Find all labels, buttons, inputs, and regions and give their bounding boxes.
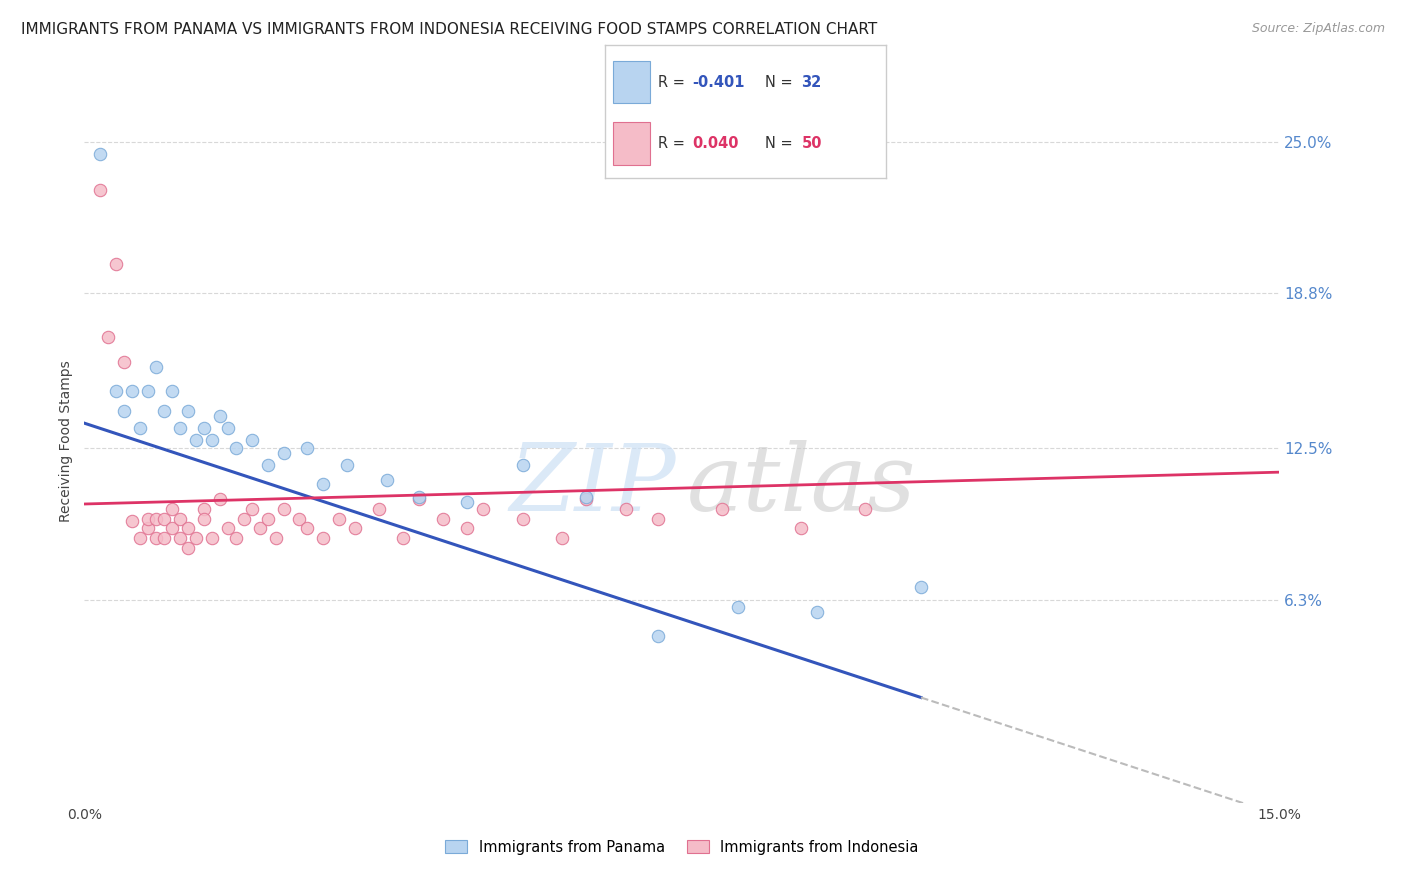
Point (145, 511, 167, 525)
Text: 50: 50 (801, 136, 823, 151)
Text: Source: ZipAtlas.com: Source: ZipAtlas.com (1251, 22, 1385, 36)
Point (136, 521, 159, 535)
Y-axis label: Receiving Food Stamps: Receiving Food Stamps (59, 360, 73, 523)
Point (169, 421, 191, 435)
Point (790, 521, 813, 535)
Point (225, 531, 247, 545)
Point (201, 531, 224, 545)
Point (408, 492, 430, 507)
Point (328, 511, 350, 525)
Point (512, 458, 534, 472)
Legend: Immigrants from Panama, Immigrants from Indonesia: Immigrants from Panama, Immigrants from … (439, 834, 925, 861)
Point (145, 531, 167, 545)
Bar (613, 122, 650, 165)
Point (288, 511, 311, 525)
Point (193, 421, 215, 435)
Point (112, 404, 135, 418)
Text: 32: 32 (801, 75, 821, 89)
Point (160, 384, 183, 399)
Point (375, 473, 398, 487)
Point (105, 384, 128, 399)
Text: N =: N = (765, 136, 797, 151)
Point (184, 531, 207, 545)
Point (193, 511, 215, 525)
Point (145, 359, 167, 374)
Point (225, 441, 247, 455)
Point (177, 404, 200, 418)
Point (232, 511, 254, 525)
Point (408, 490, 430, 504)
Point (201, 434, 224, 448)
Point (512, 511, 534, 525)
Point (89, 184, 111, 198)
Point (575, 490, 598, 504)
Point (160, 521, 183, 535)
Point (710, 502, 733, 516)
Point (184, 434, 207, 448)
Point (136, 511, 159, 525)
Point (112, 355, 135, 369)
Point (344, 521, 367, 535)
Point (273, 502, 295, 516)
Point (240, 434, 263, 448)
Point (312, 477, 335, 491)
Point (647, 629, 669, 643)
Text: atlas: atlas (686, 440, 917, 530)
Point (256, 458, 278, 472)
Point (249, 521, 271, 535)
Text: -0.401: -0.401 (692, 75, 744, 89)
Point (256, 511, 278, 525)
Point (217, 521, 239, 535)
Point (153, 511, 176, 525)
Point (193, 502, 215, 516)
Point (217, 421, 239, 435)
Point (456, 521, 478, 535)
Point (456, 494, 478, 508)
Point (614, 502, 637, 516)
Point (853, 502, 876, 516)
Point (647, 511, 669, 525)
Text: R =: R = (658, 136, 689, 151)
Point (368, 502, 391, 516)
Point (392, 531, 415, 545)
Point (336, 458, 359, 472)
Point (208, 409, 231, 423)
Point (136, 384, 159, 399)
Point (121, 514, 143, 528)
Point (297, 521, 319, 535)
Point (169, 531, 191, 545)
Point (312, 531, 335, 545)
Point (273, 445, 295, 459)
Point (177, 521, 200, 535)
Point (240, 502, 263, 516)
Point (208, 492, 231, 507)
Point (129, 421, 152, 435)
Point (160, 502, 183, 516)
Point (575, 492, 598, 507)
Text: R =: R = (658, 75, 689, 89)
Point (169, 511, 191, 525)
Text: IMMIGRANTS FROM PANAMA VS IMMIGRANTS FROM INDONESIA RECEIVING FOOD STAMPS CORREL: IMMIGRANTS FROM PANAMA VS IMMIGRANTS FRO… (21, 22, 877, 37)
Point (97, 330, 120, 344)
Text: ZIP: ZIP (509, 440, 676, 530)
Point (806, 605, 828, 619)
Point (177, 541, 200, 555)
Point (89, 146, 111, 161)
Point (105, 257, 128, 271)
Point (297, 441, 319, 455)
Point (551, 531, 574, 545)
Point (910, 580, 932, 594)
Text: 0.040: 0.040 (692, 136, 738, 151)
Point (432, 511, 454, 525)
Text: N =: N = (765, 75, 797, 89)
Point (121, 384, 143, 399)
Point (727, 599, 749, 614)
Point (129, 531, 152, 545)
Point (153, 404, 176, 418)
Bar (613, 61, 650, 103)
Point (153, 531, 176, 545)
Point (264, 531, 287, 545)
Point (471, 502, 494, 516)
